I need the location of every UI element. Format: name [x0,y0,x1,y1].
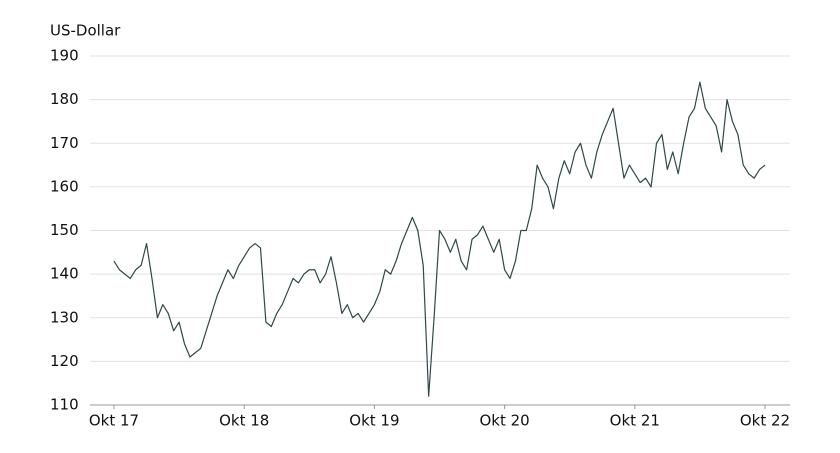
y-tick-label: 160 [50,177,79,195]
y-tick-label: 190 [50,47,79,65]
x-tick-label: Okt 18 [219,412,269,430]
price-line [113,81,766,397]
y-tick-label: 120 [50,352,79,370]
y-axis-label: US-Dollar [50,22,121,40]
y-tick-label: 140 [50,265,79,283]
x-tick-label: Okt 17 [89,412,139,430]
y-tick-label: 110 [50,396,79,414]
x-tick-label: Okt 22 [740,412,790,430]
x-tick-label: Okt 19 [349,412,399,430]
x-tick-label: Okt 21 [610,412,660,430]
y-tick-label: 170 [50,134,79,152]
y-tick-label: 180 [50,90,79,108]
x-tick-label: Okt 20 [479,412,529,430]
y-tick-label: 150 [50,221,79,239]
y-tick-label: 130 [50,308,79,326]
